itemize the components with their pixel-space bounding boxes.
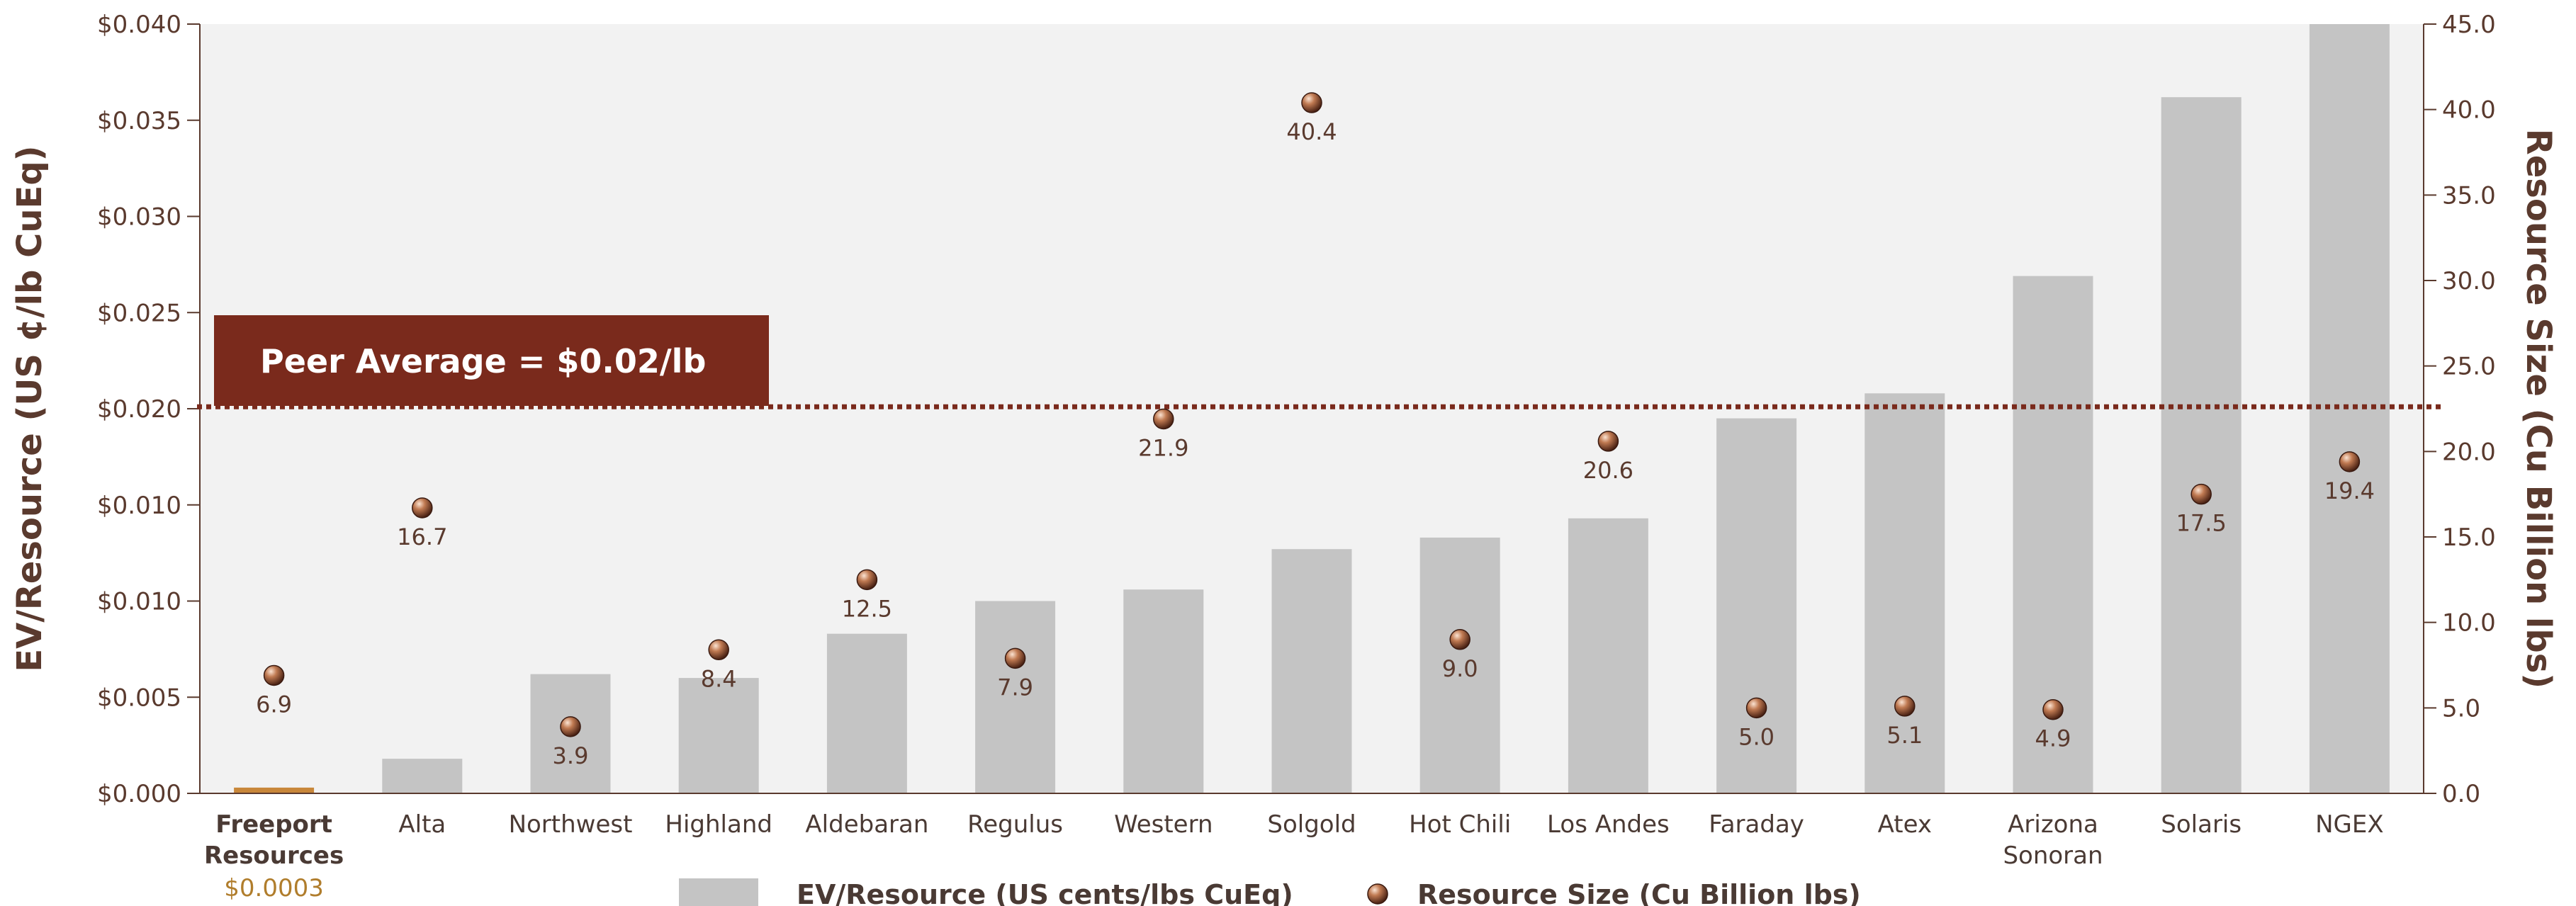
- point-faraday: [1745, 697, 1767, 719]
- left-tick-label: $0.040: [97, 11, 181, 39]
- point-highland: [708, 639, 729, 661]
- bar-freeport-resources: [234, 787, 315, 793]
- point-label-aldebaran: 12.5: [842, 595, 892, 622]
- peer-average-label: Peer Average = $0.02/lb: [260, 342, 706, 380]
- category-label-atex: Atex: [1878, 810, 1932, 839]
- left-tick-label: $0.010: [97, 588, 181, 616]
- left-axis-ticks: $0.000 $0.005 $0.010 $0.010 $0.020 $0.025 $0.0…: [97, 11, 200, 808]
- point-label-solgold: 40.4: [1286, 118, 1337, 145]
- bar-atex: [1864, 393, 1945, 793]
- point-label-hot-chili: 9.0: [1442, 655, 1478, 682]
- points-layer: 6.9 16.7 3.9 8.4 12.5 7.9 21.9 40.4 9.0 20.6 5.0 5.…: [256, 92, 2375, 769]
- category-label-highland: Highland: [665, 810, 772, 839]
- bar-aldebaran: [826, 633, 907, 793]
- right-tick-label: 15.0: [2442, 523, 2496, 552]
- right-tick-label: 40.0: [2442, 96, 2496, 125]
- point-label-solaris: 17.5: [2176, 510, 2227, 537]
- right-axis-ticks: 0.0 5.0 10.0 15.0 20.0 25.0 30.0 35.0 40.0 45.0: [2424, 11, 2496, 808]
- left-tick-label: $0.035: [97, 107, 181, 135]
- point-label-freeport-resources: 6.9: [256, 691, 292, 718]
- bar-highland: [678, 678, 759, 793]
- highlight-value-label: $0.0003: [224, 874, 324, 902]
- category-label-freeport-resources: Freeport Resources: [204, 810, 344, 870]
- point-label-arizona-sonoran: 4.9: [2035, 725, 2071, 752]
- category-label-hot-chili: Hot Chili: [1409, 810, 1511, 839]
- point-solaris: [2190, 483, 2212, 505]
- legend-point-marker: [1367, 883, 1388, 905]
- peer-average-box: [214, 315, 769, 406]
- legend-bar-swatch: [679, 878, 758, 906]
- bar-alta: [382, 759, 463, 793]
- peer-average-callout: Peer Average = $0.02/lb: [214, 315, 769, 406]
- point-regulus: [1004, 647, 1026, 669]
- right-tick-label: 5.0: [2442, 694, 2480, 723]
- point-arizona-sonoran: [2042, 698, 2064, 720]
- left-tick-label: $0.000: [97, 780, 181, 808]
- category-label-los-andes: Los Andes: [1547, 810, 1670, 839]
- point-label-regulus: 7.9: [997, 674, 1033, 701]
- right-tick-label: 30.0: [2442, 267, 2496, 295]
- category-label-solaris: Solaris: [2161, 810, 2242, 839]
- category-labels: Freeport Resources $0.0003 Alta Northwest Hig…: [204, 810, 2384, 902]
- right-tick-label: 45.0: [2442, 11, 2496, 39]
- right-axis-title: Resource Size (Cu Billion lbs): [2519, 129, 2558, 689]
- point-label-highland: 8.4: [701, 665, 737, 692]
- category-label-faraday: Faraday: [1709, 810, 1804, 839]
- left-tick-label: $0.005: [97, 684, 181, 712]
- point-freeport-resources: [263, 664, 285, 686]
- right-tick-label: 25.0: [2442, 353, 2496, 381]
- point-western: [1153, 408, 1174, 430]
- point-alta: [412, 497, 433, 519]
- point-hot-chili: [1449, 629, 1470, 650]
- point-label-western: 21.9: [1138, 434, 1188, 461]
- bar-regulus: [975, 601, 1056, 793]
- category-label-ngex: NGEX: [2315, 810, 2384, 839]
- category-label-regulus: Regulus: [967, 810, 1063, 839]
- point-ngex: [2339, 451, 2361, 472]
- point-label-faraday: 5.0: [1738, 723, 1774, 750]
- right-tick-label: 20.0: [2442, 438, 2496, 466]
- legend: EV/Resource (US cents/lbs CuEq) Resource…: [679, 878, 1861, 906]
- category-label-arizona-sonoran: Arizona Sonoran: [2003, 810, 2103, 870]
- point-label-los-andes: 20.6: [1583, 457, 1633, 484]
- bar-western: [1123, 589, 1204, 793]
- left-tick-label: $0.010: [97, 492, 181, 520]
- right-tick-label: 35.0: [2442, 181, 2496, 210]
- bar-solgold: [1271, 549, 1352, 793]
- right-tick-label: 0.0: [2442, 780, 2480, 808]
- left-tick-label: $0.030: [97, 203, 181, 232]
- bar-solaris: [2161, 97, 2242, 794]
- bar-ngex: [2309, 24, 2390, 793]
- point-atex: [1894, 696, 1916, 717]
- bar-hot-chili: [1419, 537, 1500, 793]
- point-northwest: [560, 716, 581, 737]
- point-label-ngex: 19.4: [2324, 477, 2375, 504]
- category-label-solgold: Solgold: [1267, 810, 1356, 839]
- legend-point-label: Resource Size (Cu Billion lbs): [1417, 879, 1861, 906]
- left-tick-label: $0.020: [97, 395, 181, 424]
- category-label-aldebaran: Aldebaran: [805, 810, 928, 839]
- point-solgold: [1301, 92, 1322, 113]
- point-label-atex: 5.1: [1886, 722, 1923, 749]
- right-tick-label: 10.0: [2442, 609, 2496, 638]
- bar-faraday: [1716, 418, 1797, 793]
- point-label-northwest: 3.9: [553, 742, 589, 769]
- bars-layer: [234, 24, 2390, 794]
- point-label-alta: 16.7: [397, 523, 447, 550]
- bar-los-andes: [1568, 518, 1648, 793]
- category-label-alta: Alta: [398, 810, 446, 839]
- legend-bar-label: EV/Resource (US cents/lbs CuEq): [797, 879, 1293, 906]
- category-label-western: Western: [1114, 810, 1213, 839]
- left-axis-title: EV/Resource (US ¢/lb CuEq): [10, 145, 50, 672]
- point-aldebaran: [856, 569, 878, 591]
- point-los-andes: [1597, 431, 1619, 452]
- left-tick-label: $0.025: [97, 299, 181, 327]
- category-label-northwest: Northwest: [509, 810, 633, 839]
